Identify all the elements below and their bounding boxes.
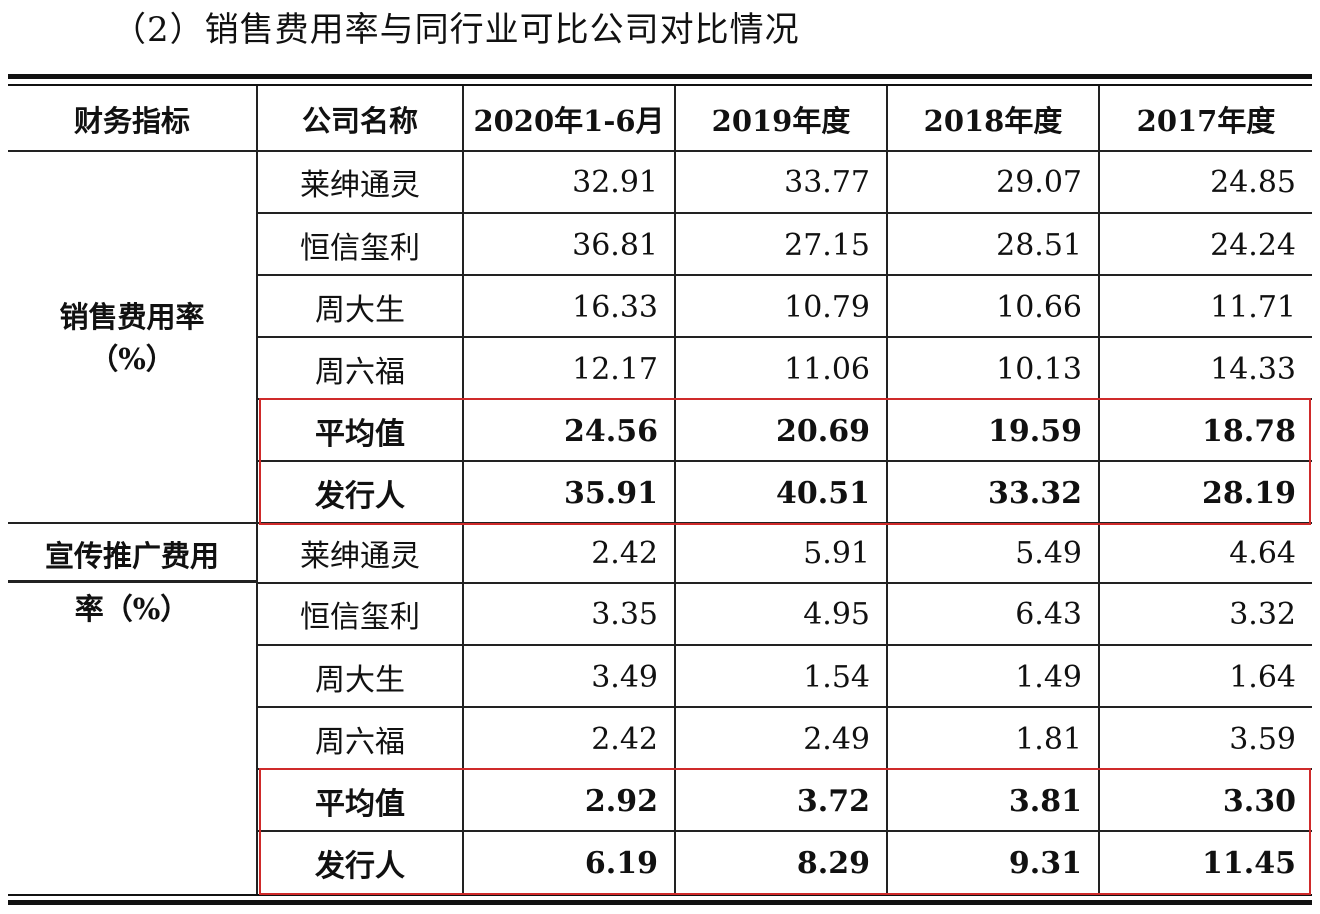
highlight-box-sales — [259, 398, 1311, 525]
value-2020h1: 16.33 — [572, 289, 658, 325]
value-2019: 4.95 — [803, 596, 870, 632]
row-divider — [256, 830, 1312, 832]
value-2020h1: 6.19 — [584, 845, 658, 881]
company-name: 周大生 — [315, 663, 405, 698]
company-name: 周六福 — [315, 725, 405, 760]
value-2017: 4.64 — [1229, 535, 1296, 571]
value-2019: 2.49 — [803, 721, 870, 757]
value-2020h1: 32.91 — [572, 164, 658, 200]
value-2019: 20.69 — [776, 413, 870, 449]
value-2020h1: 36.81 — [572, 227, 658, 263]
value-2018: 10.13 — [996, 351, 1082, 387]
group-label-line: 销售费用率 — [59, 300, 205, 334]
company-name-issuer: 发行人 — [315, 849, 405, 884]
row-divider — [256, 644, 1312, 646]
header-2020h1: 2020年1-6月 — [473, 104, 665, 138]
value-2018: 1.81 — [1015, 721, 1082, 757]
value-2017: 11.71 — [1210, 289, 1296, 325]
value-2017: 14.33 — [1210, 351, 1296, 387]
value-2018: 3.81 — [1008, 783, 1082, 819]
value-2020h1: 12.17 — [572, 351, 658, 387]
value-2019: 11.06 — [784, 351, 870, 387]
value-2017: 18.78 — [1202, 413, 1296, 449]
group-label-promotion-expense-ratio-unit: 率（%） — [74, 592, 190, 626]
value-2019: 5.91 — [803, 535, 870, 571]
col-divider — [462, 86, 464, 894]
header-2017: 2017年度 — [1136, 104, 1276, 138]
company-name-average: 平均值 — [315, 787, 405, 822]
value-2020h1: 2.42 — [591, 535, 658, 571]
company-name: 莱绅通灵 — [300, 539, 420, 574]
company-name: 恒信玺利 — [300, 600, 420, 635]
group-label-sales-expense-ratio: 销售费用率 （%） — [8, 296, 256, 380]
group-label-line: （%） — [89, 342, 175, 376]
header-financial-metric: 财务指标 — [73, 104, 190, 138]
value-2019: 8.29 — [796, 845, 870, 881]
section-heading: （2）销售费用率与同行业可比公司对比情况 — [112, 10, 800, 50]
company-name: 恒信玺利 — [300, 231, 420, 266]
value-2018: 29.07 — [996, 164, 1082, 200]
value-2017: 3.59 — [1229, 721, 1296, 757]
bottom-rule — [8, 900, 1312, 905]
company-name: 周大生 — [315, 293, 405, 328]
value-2020h1: 35.91 — [564, 475, 658, 511]
row-divider — [256, 582, 1312, 584]
value-2019: 40.51 — [776, 475, 870, 511]
value-2020h1: 2.92 — [584, 783, 658, 819]
value-2019: 10.79 — [784, 289, 870, 325]
value-2018: 19.59 — [988, 413, 1082, 449]
value-2018: 1.49 — [1015, 659, 1082, 695]
group-label-divider — [8, 580, 256, 583]
row-divider — [256, 212, 1312, 214]
group-label-promotion-expense-ratio: 宣传推广费用 — [44, 539, 219, 573]
value-2018: 33.32 — [988, 475, 1082, 511]
value-2017: 24.24 — [1210, 227, 1296, 263]
company-name: 周六福 — [315, 355, 405, 390]
col-divider — [886, 86, 888, 894]
value-2020h1: 24.56 — [564, 413, 658, 449]
value-2018: 28.51 — [996, 227, 1082, 263]
value-2019: 3.72 — [796, 783, 870, 819]
company-name: 莱绅通灵 — [300, 168, 420, 203]
value-2018: 5.49 — [1015, 535, 1082, 571]
bottom-rule-thin — [8, 894, 1312, 896]
value-2020h1: 3.35 — [591, 596, 658, 632]
value-2019: 27.15 — [784, 227, 870, 263]
header-divider — [8, 150, 1312, 152]
row-divider — [256, 706, 1312, 708]
value-2020h1: 3.49 — [591, 659, 658, 695]
highlight-box-promotion — [259, 768, 1311, 895]
value-2017: 3.30 — [1222, 783, 1296, 819]
value-2017: 28.19 — [1202, 475, 1296, 511]
value-2017: 24.85 — [1210, 164, 1296, 200]
row-divider — [256, 274, 1312, 276]
value-2017: 3.32 — [1229, 596, 1296, 632]
header-company-name: 公司名称 — [301, 104, 418, 138]
header-2018: 2018年度 — [923, 104, 1063, 138]
value-2018: 6.43 — [1015, 596, 1082, 632]
col-divider — [1098, 86, 1100, 894]
col-divider — [674, 86, 676, 894]
value-2019: 1.54 — [803, 659, 870, 695]
company-name-issuer: 发行人 — [315, 479, 405, 514]
value-2019: 33.77 — [784, 164, 870, 200]
value-2018: 10.66 — [996, 289, 1082, 325]
row-divider — [256, 336, 1312, 338]
top-rule — [8, 74, 1312, 79]
value-2020h1: 2.42 — [591, 721, 658, 757]
row-divider — [256, 460, 1312, 462]
top-rule-thin — [8, 84, 1312, 86]
value-2017: 11.45 — [1202, 845, 1296, 881]
value-2018: 9.31 — [1008, 845, 1082, 881]
col-divider — [256, 86, 258, 894]
header-2019: 2019年度 — [711, 104, 851, 138]
company-name-average: 平均值 — [315, 417, 405, 452]
value-2017: 1.64 — [1229, 659, 1296, 695]
